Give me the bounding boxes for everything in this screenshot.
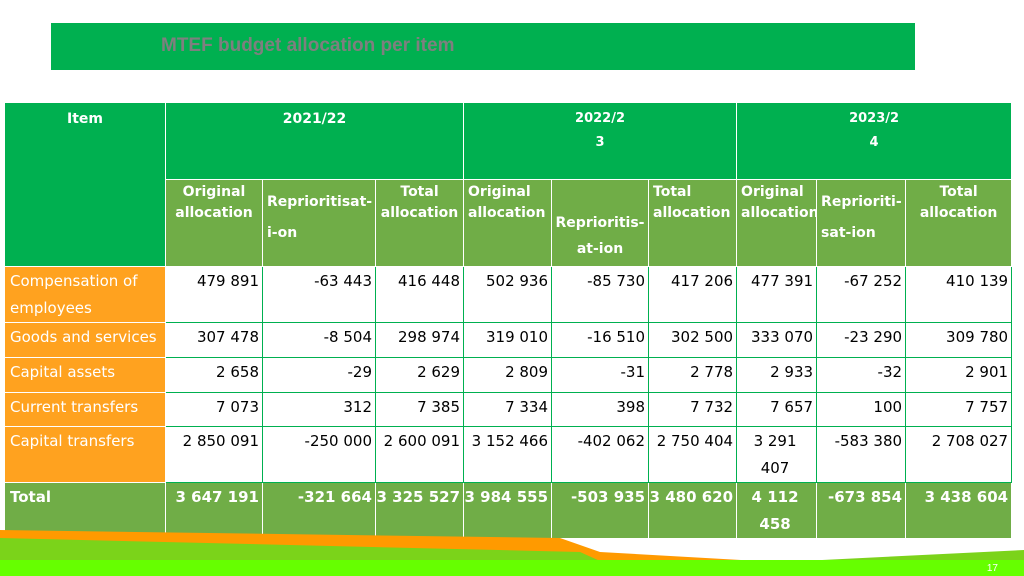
table-cell: -63 443 (262, 266, 376, 323)
table-cell: 7 657 (736, 392, 818, 427)
table-cell: 2 778 (648, 357, 738, 393)
table-cell: 3 152 466 (463, 426, 553, 483)
table-row: Capital assets 2 658 -29 2 629 2 809 -31… (4, 357, 1013, 393)
budget-table: Item 2021/22 2022/2 3 2023/2 4 Original … (4, 102, 1013, 539)
table-cell: 7 732 (648, 392, 738, 427)
sub-header-original-2021: Original allocation (165, 179, 263, 267)
row-label: Compensation of employees (4, 266, 166, 323)
total-cell: 3 984 555 (463, 482, 553, 539)
table-cell: -16 510 (551, 322, 650, 358)
table-row: Capital transfers 2 850 091 -250 000 2 6… (4, 426, 1013, 483)
table-cell: 3 291 407 (736, 426, 818, 483)
table-row: Compensation of employees 479 891 -63 44… (4, 266, 1013, 323)
table-cell: 309 780 (905, 322, 1013, 358)
total-cell: -673 854 (816, 482, 907, 539)
table-cell: 333 070 (736, 322, 818, 358)
year-header-2023-24: 2023/2 4 (736, 102, 1013, 180)
total-cell: 3 480 620 (648, 482, 738, 539)
year-header-row: Item 2021/22 2022/2 3 2023/2 4 (4, 102, 1013, 267)
table-cell: 2 933 (736, 357, 818, 393)
total-cell: 3 438 604 (905, 482, 1013, 539)
year-header-2021-22: 2021/22 (164, 102, 465, 180)
table-cell: 7 757 (905, 392, 1013, 427)
total-cell: 4 112 458 (736, 482, 818, 539)
table-cell: -402 062 (551, 426, 650, 483)
table-cell: 479 891 (165, 266, 263, 323)
total-cell: -321 664 (262, 482, 376, 539)
table-row: Goods and services 307 478 -8 504 298 97… (4, 322, 1013, 358)
table-row: Current transfers 7 073 312 7 385 7 334 … (4, 392, 1013, 427)
row-label: Capital assets (4, 357, 166, 393)
table-cell: 319 010 (463, 322, 553, 358)
table-cell: 2 629 (374, 357, 465, 393)
sub-header-original-2023: Original allocation (736, 179, 818, 267)
table-cell: 2 809 (463, 357, 553, 393)
year-header-2022-23: 2022/2 3 (463, 102, 738, 180)
table-cell: 7 073 (165, 392, 263, 427)
footer-decoration (0, 530, 1024, 576)
sub-header-total-2023: Total allocation (905, 179, 1013, 267)
total-label: Total (4, 482, 166, 539)
title-banner: MTEF budget allocation per item (51, 23, 915, 70)
sub-header-total-2022: Total allocation (648, 179, 738, 267)
row-label: Goods and services (4, 322, 166, 358)
table-cell: -67 252 (816, 266, 907, 323)
table-cell: 2 708 027 (905, 426, 1013, 483)
total-cell: -503 935 (551, 482, 650, 539)
row-label: Current transfers (4, 392, 166, 427)
table-cell: 2 750 404 (648, 426, 738, 483)
table-cell: -250 000 (262, 426, 376, 483)
table-cell: -85 730 (551, 266, 650, 323)
sub-header-repri-2023: Reprioriti-sat-ion (816, 179, 907, 267)
sub-header-row: Original allocation Reprioritisat-i-on T… (5, 179, 1013, 267)
table-cell: 7 334 (463, 392, 553, 427)
table-cell: 298 974 (374, 322, 465, 358)
table-cell: 7 385 (374, 392, 465, 427)
table-cell: -29 (262, 357, 376, 393)
sub-header-repri-2021: Reprioritisat-i-on (262, 179, 376, 267)
table-cell: 398 (551, 392, 650, 427)
table-cell: -8 504 (262, 322, 376, 358)
sub-header-repri-2022: Reprioritis-at-ion (551, 179, 650, 267)
item-header: Item (4, 102, 166, 267)
table-cell: 307 478 (165, 322, 263, 358)
sub-header-original-2022: Original allocation (463, 179, 553, 267)
row-label: Capital transfers (4, 426, 166, 483)
table-cell: 417 206 (648, 266, 738, 323)
total-row: Total 3 647 191 -321 664 3 325 527 3 984… (4, 482, 1013, 539)
table-cell: 2 600 091 (374, 426, 465, 483)
table-cell: 2 658 (165, 357, 263, 393)
total-cell: 3 647 191 (165, 482, 263, 539)
table-cell: -23 290 (816, 322, 907, 358)
table-cell: -583 380 (816, 426, 907, 483)
page-number: 17 (986, 563, 998, 574)
total-cell: 3 325 527 (374, 482, 465, 539)
sub-header-total-2021: Total allocation (374, 179, 465, 267)
table-cell: 410 139 (905, 266, 1013, 323)
table-cell: 302 500 (648, 322, 738, 358)
table-cell: 2 850 091 (165, 426, 263, 483)
table-cell: 502 936 (463, 266, 553, 323)
table-cell: -32 (816, 357, 907, 393)
footer-lime-band (0, 560, 1024, 576)
slide-title: MTEF budget allocation per item (161, 35, 455, 56)
table-cell: 416 448 (374, 266, 465, 323)
table-cell: 477 391 (736, 266, 818, 323)
table-cell: -31 (551, 357, 650, 393)
table-cell: 2 901 (905, 357, 1013, 393)
table-cell: 100 (816, 392, 907, 427)
table-cell: 312 (262, 392, 376, 427)
